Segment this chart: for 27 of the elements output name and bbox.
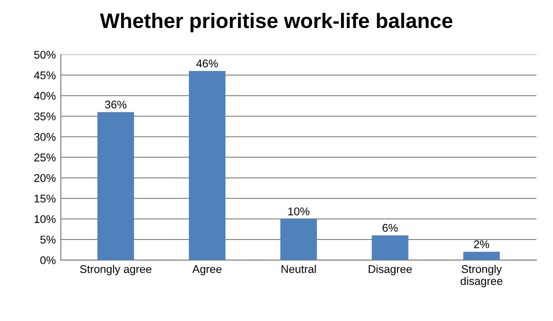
y-tick-label: 35% bbox=[34, 112, 56, 120]
x-tick-label: Neutral bbox=[282, 264, 316, 274]
data-label: 10% bbox=[288, 207, 310, 216]
y-tick-label: 20% bbox=[34, 174, 56, 182]
bar bbox=[97, 112, 134, 260]
chart-title: Whether prioritise work-life balance bbox=[100, 12, 452, 32]
y-tick-label: 50% bbox=[34, 50, 56, 59]
y-tick-label: 15% bbox=[34, 194, 56, 203]
bar bbox=[280, 218, 317, 260]
x-tick-label: Disagree bbox=[368, 264, 412, 276]
y-tick-label: 10% bbox=[34, 215, 56, 224]
bar bbox=[372, 235, 408, 260]
y-tick-label: 5% bbox=[40, 236, 56, 244]
data-label: 46% bbox=[196, 60, 218, 68]
x-tick-label: Strongly agree bbox=[80, 264, 152, 276]
y-tick-label: 45% bbox=[34, 71, 56, 80]
data-label: 36% bbox=[105, 100, 126, 109]
y-tick-label: 25% bbox=[34, 154, 56, 162]
y-tick-label: 30% bbox=[34, 133, 56, 141]
x-tick-label: Agree bbox=[192, 265, 222, 276]
data-label: 6% bbox=[382, 224, 398, 232]
x-tick-label: Strongly disagree bbox=[460, 264, 502, 288]
bar bbox=[188, 71, 226, 260]
y-tick-label: 40% bbox=[34, 92, 56, 100]
data-label: 2% bbox=[474, 240, 490, 248]
bar bbox=[463, 252, 500, 260]
y-tick-label: 0% bbox=[40, 256, 56, 264]
